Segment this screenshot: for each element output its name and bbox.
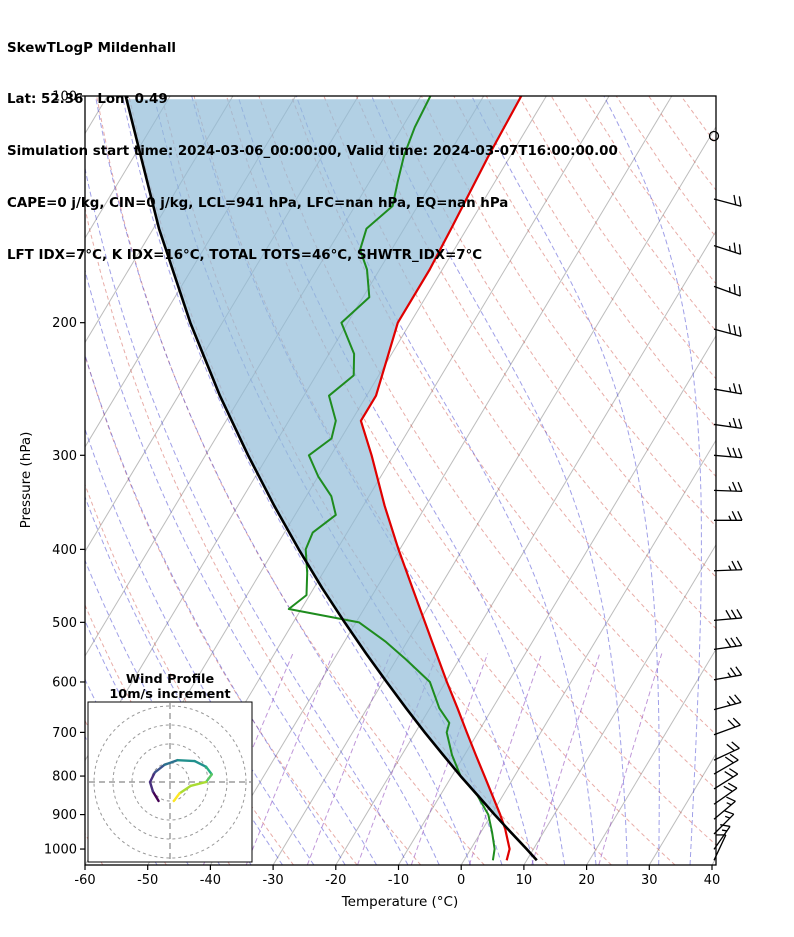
wind-barb-icon bbox=[713, 383, 743, 395]
svg-text:10: 10 bbox=[516, 873, 533, 888]
svg-text:200: 200 bbox=[52, 316, 77, 331]
svg-text:1000: 1000 bbox=[44, 843, 77, 858]
wind-barb-icon bbox=[713, 608, 743, 622]
temperature-curve bbox=[359, 96, 523, 861]
plot-frame bbox=[84, 95, 717, 866]
svg-text:700: 700 bbox=[52, 726, 77, 741]
cape-line: CAPE=0 j/kg, CIN=0 j/kg, LCL=941 hPa, LF… bbox=[7, 196, 509, 212]
svg-text:20: 20 bbox=[578, 873, 595, 888]
svg-text:-60: -60 bbox=[74, 873, 95, 888]
coords-line: Lat: 52.36 Lon: 0.49 bbox=[7, 92, 168, 108]
wind-barb-icon bbox=[713, 323, 742, 338]
svg-text:-50: -50 bbox=[137, 873, 158, 888]
wind-barb-icon bbox=[713, 782, 738, 805]
indices-line: LFT IDX=7°C, K IDX=16°C, TOTAL TOTS=46°C… bbox=[7, 248, 483, 264]
pressure-axis-title: Pressure (hPa) bbox=[18, 431, 34, 529]
wind-barb-icon bbox=[713, 810, 735, 835]
wind-barb-icon bbox=[713, 481, 743, 493]
wind-barb-icon bbox=[713, 768, 739, 790]
wind-barb-icon bbox=[713, 284, 741, 297]
svg-text:-20: -20 bbox=[325, 873, 346, 888]
wind-barb-icon bbox=[713, 717, 741, 736]
svg-text:300: 300 bbox=[52, 449, 77, 464]
hodograph-trace-segment bbox=[204, 765, 214, 776]
wind-barb-column bbox=[708, 130, 743, 861]
wind-barb-icon bbox=[713, 824, 731, 850]
hodograph-trace-segment bbox=[151, 790, 160, 803]
calm-wind-icon bbox=[708, 130, 720, 142]
hodograph-trace-segment bbox=[204, 773, 214, 784]
svg-text:30: 30 bbox=[641, 873, 658, 888]
hodograph-trace-segment bbox=[153, 763, 166, 774]
hodograph-trace-segment bbox=[176, 758, 196, 763]
svg-text:0: 0 bbox=[457, 873, 465, 888]
wind-barb-icon bbox=[713, 694, 742, 711]
svg-text:800: 800 bbox=[52, 770, 77, 785]
wind-barb-icon bbox=[713, 834, 727, 861]
hodograph-trace-segment bbox=[189, 780, 208, 787]
wind-barb-icon bbox=[713, 447, 743, 459]
svg-text:500: 500 bbox=[52, 616, 77, 631]
hodograph-ring bbox=[93, 705, 247, 859]
sim-time-line: Simulation start time: 2024-03-06_00:00:… bbox=[7, 144, 618, 160]
hodograph-trace-segment bbox=[148, 780, 155, 793]
mixing-ratio-lines bbox=[202, 653, 663, 865]
hodograph-inset bbox=[87, 701, 253, 863]
dewpoint-curve bbox=[287, 96, 496, 861]
hodograph-trace-segment bbox=[163, 758, 179, 767]
hodograph-trace-segment bbox=[148, 771, 157, 784]
wind-barb-icon bbox=[713, 560, 743, 572]
temperature-axis-title: Temperature (°C) bbox=[341, 894, 459, 910]
wind-barb-icon bbox=[713, 753, 739, 775]
hodograph-ring bbox=[131, 743, 209, 821]
svg-text:-10: -10 bbox=[388, 873, 409, 888]
hodograph-title-line2: 10m/s increment bbox=[109, 687, 231, 702]
wind-barb-icon bbox=[713, 666, 743, 681]
wind-barb-icon bbox=[713, 741, 740, 761]
hodograph-trace-segment bbox=[193, 759, 208, 768]
svg-text:900: 900 bbox=[52, 808, 77, 823]
svg-text:-40: -40 bbox=[200, 873, 221, 888]
hodograph-title-line1: Wind Profile bbox=[125, 672, 215, 687]
wind-barb-icon bbox=[713, 636, 743, 650]
hodograph-ring bbox=[150, 762, 190, 802]
hodograph-title: Wind Profile 10m/s increment bbox=[88, 672, 252, 702]
parcel-curve bbox=[124, 96, 538, 862]
wind-barb-icon bbox=[714, 510, 743, 521]
svg-text:40: 40 bbox=[704, 873, 721, 888]
sounding-curves bbox=[124, 96, 538, 862]
parcel-environment-shading bbox=[126, 99, 520, 824]
wind-barb-icon bbox=[713, 417, 743, 429]
svg-text:400: 400 bbox=[52, 543, 77, 558]
wind-barb-icon bbox=[713, 242, 742, 255]
wind-barb-icon bbox=[713, 194, 742, 207]
svg-text:-30: -30 bbox=[262, 873, 283, 888]
svg-text:600: 600 bbox=[52, 675, 77, 690]
hodograph-ring bbox=[112, 724, 228, 840]
hodograph-trace-segment bbox=[172, 792, 181, 803]
header-block: SkewTLogP Mildenhall Lat: 52.36 Lon: 0.4… bbox=[7, 5, 618, 299]
chart-title: SkewTLogP Mildenhall bbox=[7, 40, 177, 56]
hodograph-trace-segment bbox=[178, 784, 193, 795]
svg-text:100: 100 bbox=[52, 90, 77, 105]
